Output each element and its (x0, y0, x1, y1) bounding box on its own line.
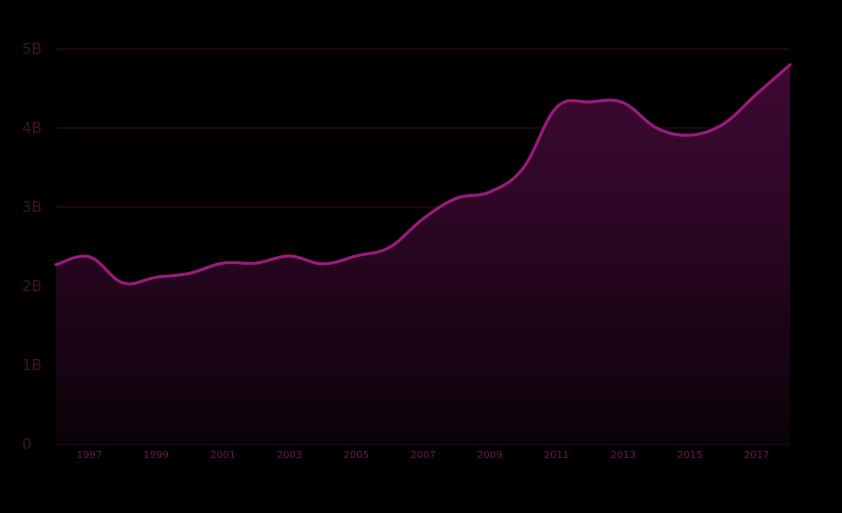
x-tick-label: 2009 (477, 450, 502, 461)
data-point-2003 (288, 254, 292, 258)
x-tick-label: 2015 (677, 450, 702, 461)
y-tick-label: 2B (22, 277, 42, 295)
data-point-1999 (154, 275, 158, 279)
data-point-2014 (655, 126, 659, 130)
x-axis-ticks: 1997 1999 2001 2003 2005 2007 2009 2011 2013 2015… (77, 450, 770, 461)
x-tick-label: 1999 (143, 450, 168, 461)
data-point-2013 (621, 101, 625, 105)
area-series (54, 63, 792, 445)
data-point-2011 (554, 105, 558, 109)
data-point-2018 (788, 63, 792, 67)
x-tick-label: 2001 (210, 450, 235, 461)
y-tick-label: 3B (22, 198, 42, 216)
y-tick-label: 5B (22, 40, 42, 58)
x-tick-label: 2013 (610, 450, 635, 461)
y-tick-label: 1B (22, 356, 42, 374)
x-tick-label: 2007 (410, 450, 435, 461)
data-point-2010 (521, 166, 525, 170)
data-point-2016 (721, 122, 725, 126)
area-fill (56, 64, 790, 445)
y-tick-label: 4B (22, 119, 42, 137)
data-point-2000 (187, 271, 191, 275)
data-point-1996 (54, 263, 58, 267)
x-tick-label: 2017 (744, 450, 769, 461)
x-tick-label: 2011 (544, 450, 569, 461)
y-axis-ticks: 0 1B 2B 3B 4B 5B (22, 40, 42, 453)
data-point-2006 (388, 245, 392, 249)
data-point-1998 (121, 281, 125, 285)
data-point-2004 (321, 262, 325, 266)
data-point-1997 (87, 255, 91, 259)
data-point-2002 (254, 261, 258, 265)
data-point-2007 (421, 217, 425, 221)
x-tick-label: 1997 (77, 450, 102, 461)
data-point-2005 (354, 254, 358, 258)
data-point-2009 (488, 190, 492, 194)
y-tick-label: 0 (22, 435, 32, 453)
x-tick-label: 2005 (344, 450, 369, 461)
data-point-2001 (221, 261, 225, 265)
data-point-2012 (588, 100, 592, 104)
data-point-2008 (454, 196, 458, 200)
data-point-2015 (688, 133, 692, 137)
data-point-2017 (755, 92, 759, 96)
x-tick-label: 2003 (277, 450, 302, 461)
